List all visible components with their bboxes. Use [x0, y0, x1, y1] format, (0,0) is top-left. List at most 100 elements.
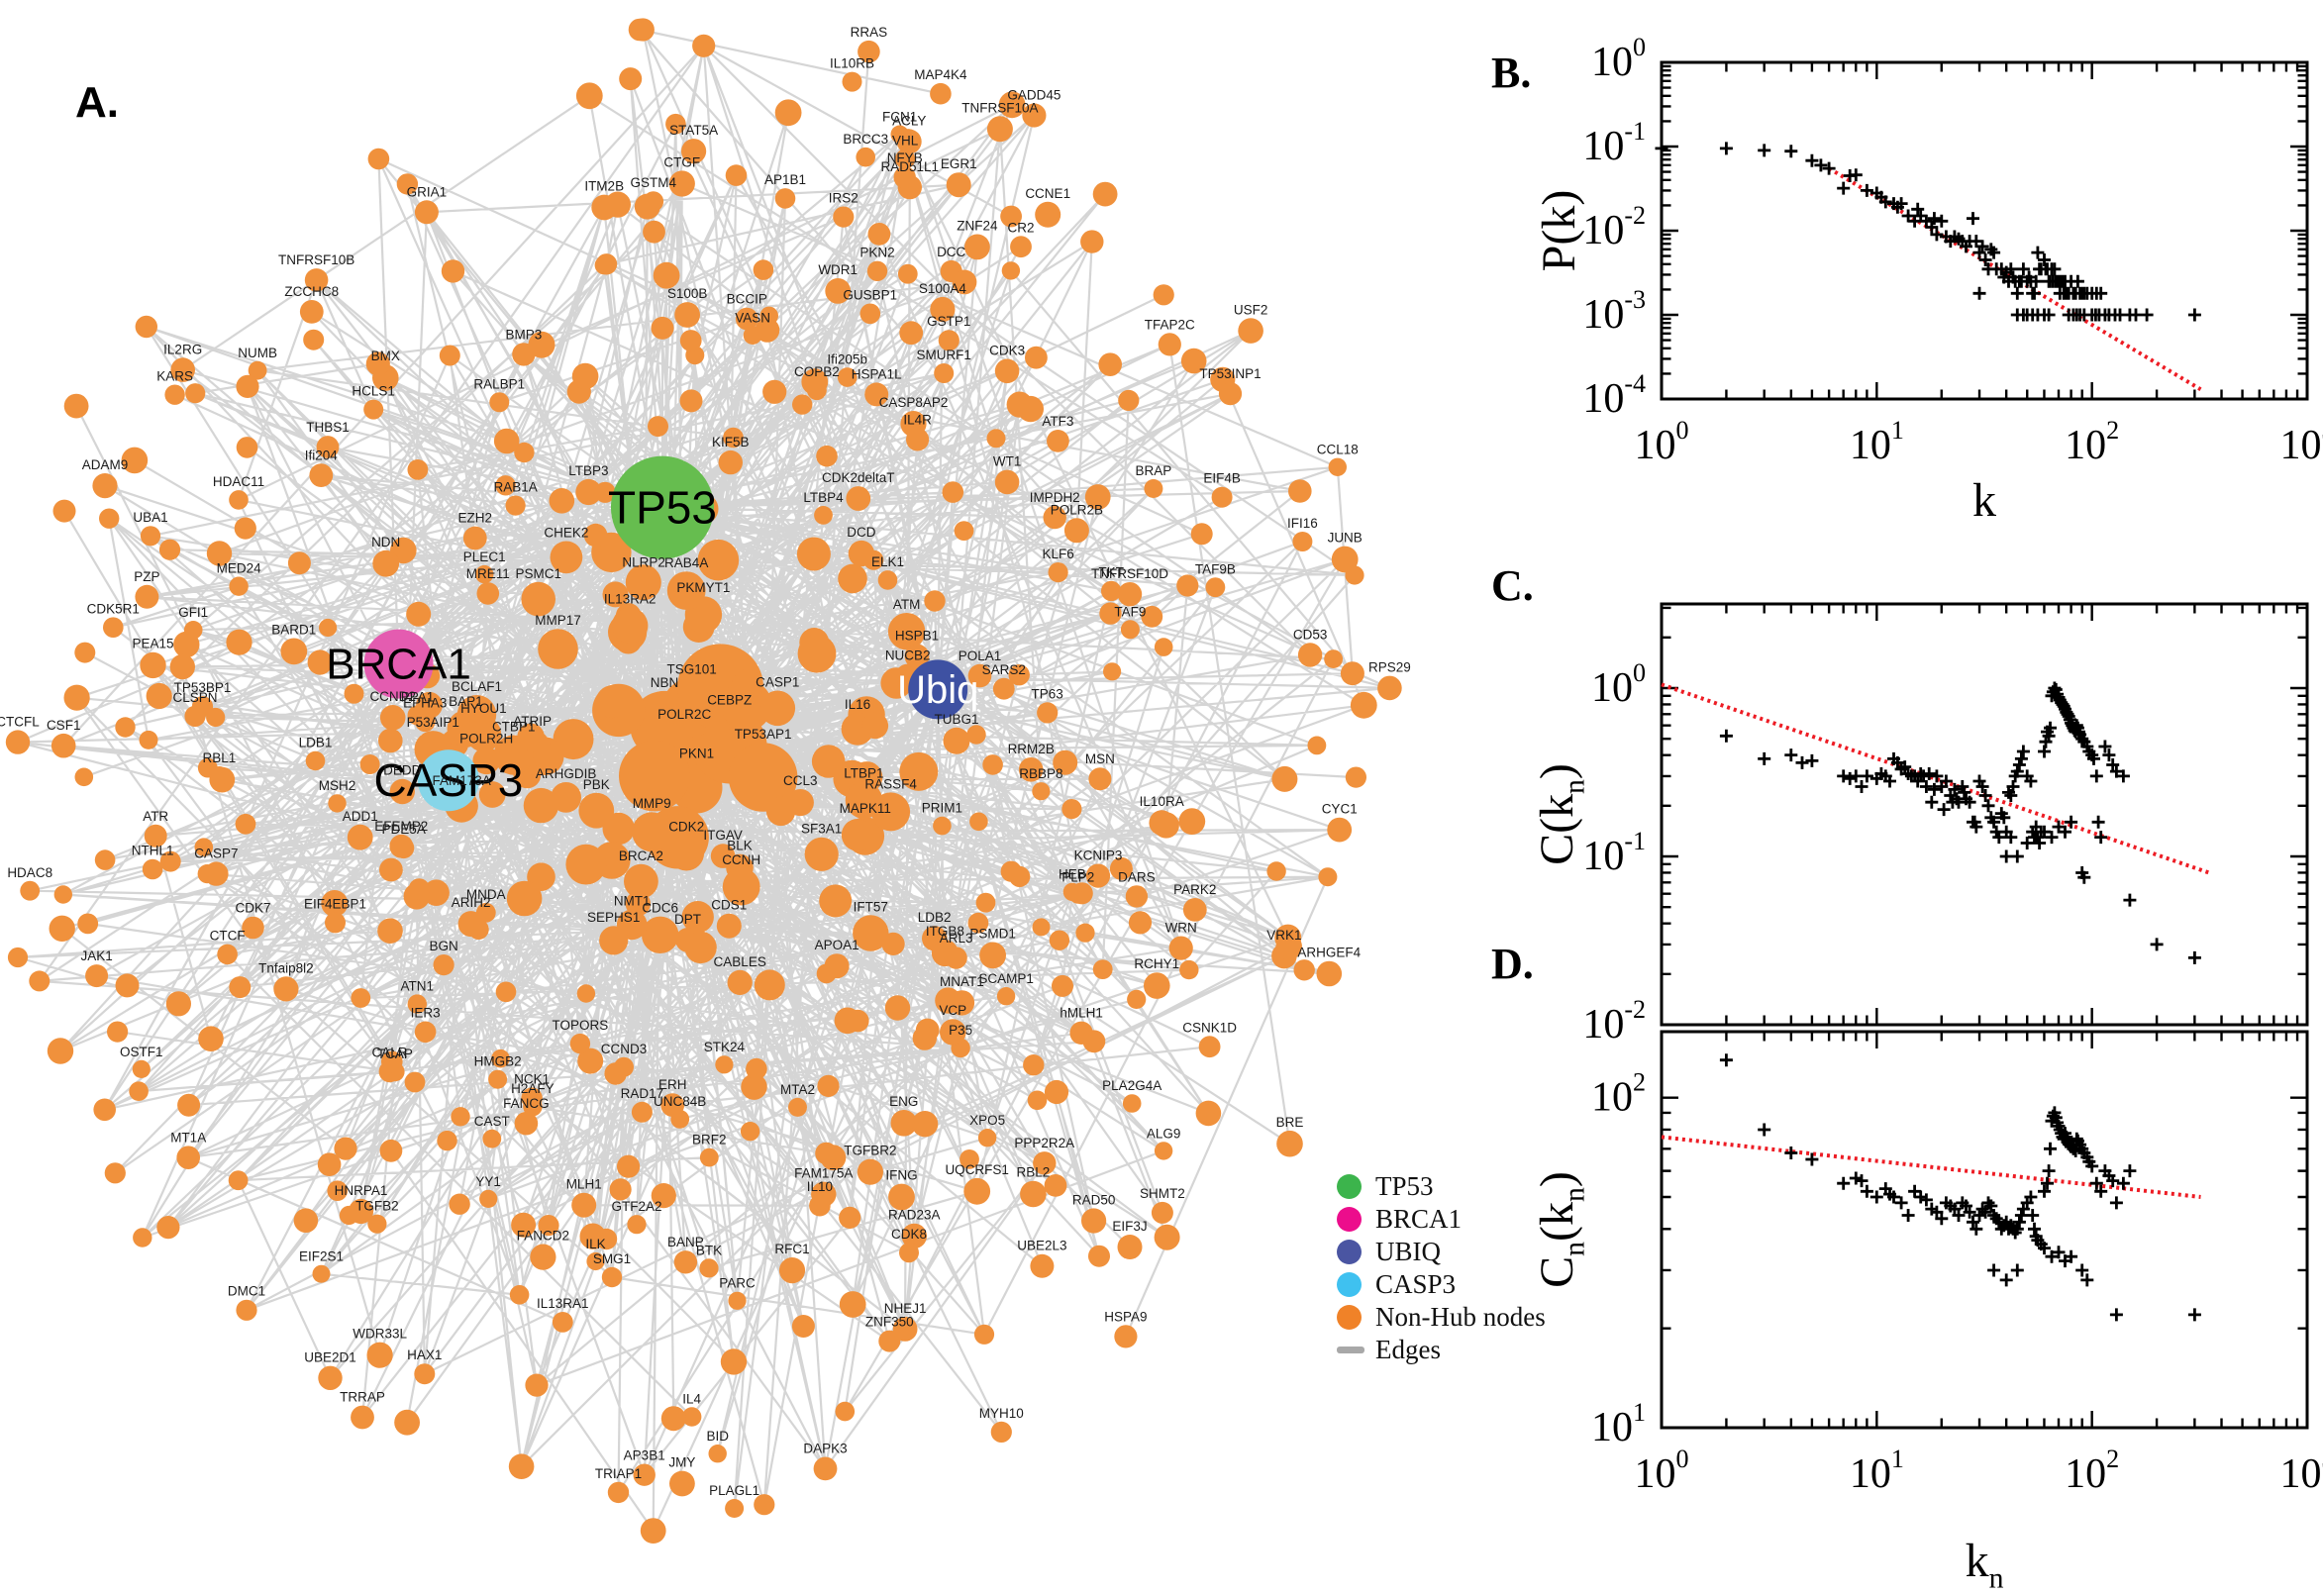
- network-node: [359, 754, 380, 774]
- node-label: BRF2: [692, 1133, 727, 1147]
- network-node: [668, 835, 705, 871]
- network-node: [1062, 882, 1082, 902]
- node-label: PLA2G4A: [1102, 1078, 1162, 1093]
- network-node: [692, 34, 716, 57]
- network-node: [1084, 484, 1111, 510]
- network-node: [1092, 181, 1118, 207]
- network-node: [754, 1494, 775, 1516]
- network-node: [511, 1212, 537, 1238]
- node-label: BCCIP: [727, 292, 767, 307]
- network-node: [367, 148, 390, 170]
- node-label: HSPB1: [895, 629, 939, 644]
- node-label: BMP3: [506, 327, 543, 342]
- node-label: CDK3: [989, 344, 1025, 358]
- network-node: [1020, 1180, 1047, 1208]
- network-node: [372, 549, 400, 577]
- network-node: [986, 116, 1013, 143]
- network-node: [619, 740, 690, 812]
- node-label: AP3B1: [624, 1447, 665, 1462]
- network-node: [964, 234, 990, 260]
- network-node: [363, 399, 384, 420]
- network-node: [74, 642, 96, 663]
- node-label: EIF4B: [1203, 471, 1241, 486]
- node-label: BTK: [696, 1243, 722, 1257]
- network-node: [579, 1223, 606, 1249]
- network-node: [63, 684, 90, 711]
- network-node: [1288, 479, 1312, 503]
- network-node: [1218, 382, 1243, 406]
- network-node: [115, 717, 136, 738]
- y-tick-label: 10-2: [1582, 995, 1646, 1047]
- node-label: DEDD: [383, 763, 422, 778]
- network-node: [888, 1183, 915, 1211]
- network-node: [1266, 861, 1286, 881]
- network-node: [643, 191, 664, 212]
- network-node: [133, 1228, 152, 1247]
- node-label: CDS1: [711, 898, 747, 913]
- node-label: PARC: [719, 1276, 756, 1291]
- network-node: [107, 1021, 129, 1043]
- network-node: [437, 1130, 457, 1151]
- network-node: [449, 1193, 470, 1215]
- network-node: [217, 944, 238, 965]
- network-node: [377, 918, 403, 944]
- node-label: ERH: [658, 1077, 687, 1092]
- network-node: [1182, 898, 1207, 922]
- network-node: [575, 478, 602, 506]
- fit-line: [1661, 682, 2210, 875]
- network-node: [299, 300, 324, 324]
- network-node: [1088, 767, 1112, 791]
- network-node: [699, 1258, 719, 1278]
- network-node: [1198, 1036, 1221, 1058]
- node-label: WRN: [1165, 921, 1197, 936]
- network-node: [94, 849, 116, 870]
- legend-row: BRCA1: [1337, 1203, 1546, 1236]
- network-node: [408, 878, 430, 900]
- network-node: [1180, 348, 1207, 374]
- node-label: TP53INP1: [1199, 366, 1261, 381]
- network-node: [792, 394, 813, 415]
- node-label: THBS1: [306, 420, 350, 435]
- x-tick-label: 100: [1634, 1445, 1688, 1497]
- legend-row: CASP3: [1337, 1268, 1546, 1301]
- network-node: [930, 296, 956, 323]
- network-node: [538, 1215, 559, 1237]
- network-node: [666, 571, 706, 610]
- network-node: [1158, 333, 1181, 356]
- node-label: RALBP1: [473, 376, 525, 391]
- node-label: ITGB8: [926, 924, 964, 939]
- network-node: [892, 1317, 918, 1342]
- axis-ticks: [1660, 60, 2309, 401]
- node-label: P35: [949, 1023, 972, 1038]
- network-node: [617, 1154, 641, 1178]
- network-node: [1043, 505, 1066, 530]
- node-label: IFT57: [854, 899, 888, 914]
- node-label: ENG: [889, 1094, 918, 1109]
- node-label: PKMYT1: [676, 580, 730, 595]
- network-node: [1009, 865, 1031, 888]
- network-node: [740, 1122, 760, 1142]
- node-label: LDB2: [918, 910, 952, 925]
- network-node: [969, 812, 988, 832]
- node-label: FAM173A: [432, 773, 490, 788]
- network-node: [1293, 959, 1315, 981]
- network-node: [628, 18, 652, 42]
- network-node: [185, 383, 206, 404]
- hub-tp53: [610, 455, 714, 559]
- node-label: TGFB2: [355, 1199, 399, 1214]
- network-node: [495, 475, 516, 496]
- node-label: PLEC1: [463, 549, 506, 564]
- network-node: [967, 663, 992, 688]
- node-label: RPS29: [1368, 660, 1411, 675]
- network-node: [754, 969, 785, 1001]
- network-node: [170, 357, 195, 382]
- node-label: CDK8: [891, 1227, 927, 1242]
- network-node: [488, 1069, 508, 1089]
- node-label: MAPK11: [840, 801, 891, 816]
- legend-row: Edges: [1337, 1334, 1546, 1366]
- node-label: RRM2B: [1008, 742, 1055, 756]
- network-node: [121, 447, 149, 474]
- node-label: LTBP3: [568, 463, 608, 478]
- node-label: CTGF: [663, 154, 700, 169]
- network-node: [576, 984, 596, 1003]
